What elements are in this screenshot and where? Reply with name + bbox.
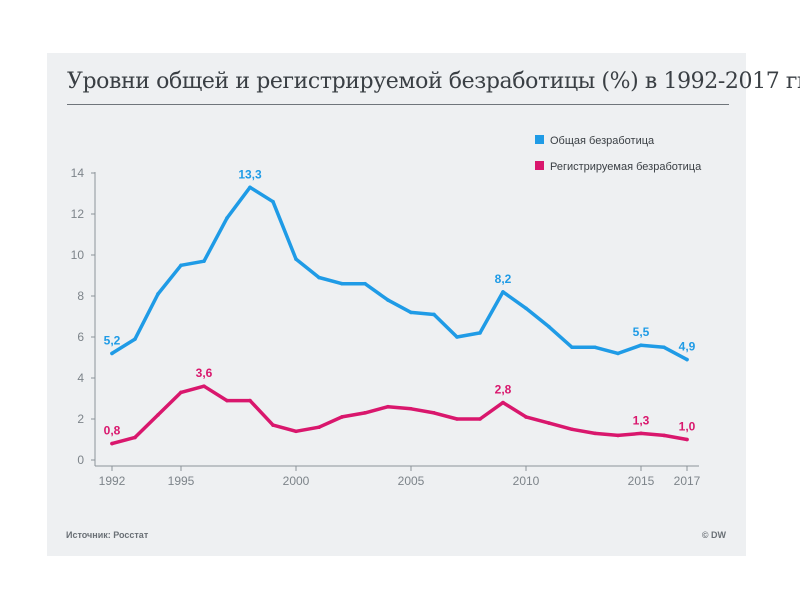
series-point-1 <box>593 431 597 436</box>
data-label: 0,8 <box>104 424 121 438</box>
x-tick-label: 2005 <box>398 474 425 488</box>
title-divider <box>67 104 729 105</box>
series-point-1 <box>110 441 114 446</box>
series-point-0 <box>133 337 137 341</box>
chart-title: Уровни общей и регистрируемой безработиц… <box>67 69 800 94</box>
data-label: 13,3 <box>238 167 262 181</box>
series-point-0 <box>570 345 574 350</box>
series-point-0 <box>225 216 229 220</box>
y-tick-label: 14 <box>71 166 85 180</box>
series-point-1 <box>248 398 252 403</box>
data-label: 8,2 <box>495 272 512 286</box>
legend-label-1: Регистрируемая безработица <box>550 161 702 173</box>
series-point-1 <box>662 433 666 438</box>
series-point-0 <box>248 185 252 190</box>
series-point-1 <box>455 417 459 421</box>
x-tick-label: 1995 <box>168 474 195 488</box>
series-point-0 <box>271 199 275 204</box>
series-point-0 <box>110 351 114 356</box>
data-label: 1,3 <box>633 413 650 427</box>
series-point-1 <box>340 415 344 419</box>
series-point-0 <box>501 290 505 294</box>
series-point-1 <box>409 406 413 411</box>
series-point-0 <box>202 259 206 263</box>
data-label: 5,5 <box>633 325 650 339</box>
series-point-0 <box>432 312 436 317</box>
data-label: 1,0 <box>679 420 696 434</box>
series-point-1 <box>317 425 321 430</box>
x-tick-label: 2017 <box>674 474 701 488</box>
x-tick-label: 2015 <box>628 474 655 488</box>
series-point-1 <box>616 433 620 438</box>
series-point-1 <box>570 427 574 432</box>
line-chart: 0 2 4 6 8 10 12 14 1992 1995 2000 2005 2010 2015 2017 5… <box>71 135 702 488</box>
series-point-0 <box>478 331 482 335</box>
series-point-1 <box>547 421 551 425</box>
series-point-0 <box>639 343 643 348</box>
legend-swatch-1 <box>535 161 544 170</box>
series-point-1 <box>363 411 367 415</box>
series-point-0 <box>317 275 321 280</box>
legend-label-0: Общая безработица <box>550 135 655 147</box>
series-point-0 <box>409 310 413 315</box>
series-point-1 <box>685 437 689 442</box>
y-tick-label: 4 <box>77 371 84 385</box>
legend-swatch-0 <box>535 135 544 144</box>
chart-card: Уровни общей и регистрируемой безработиц… <box>47 53 800 556</box>
series-line-0 <box>110 185 689 362</box>
x-tick-label: 1992 <box>99 474 126 488</box>
data-label: 4,9 <box>679 340 696 354</box>
y-tick-label: 8 <box>77 289 84 303</box>
y-tick-label: 6 <box>77 330 84 344</box>
series-point-0 <box>340 281 344 286</box>
series-point-0 <box>386 298 390 302</box>
y-tick-label: 10 <box>71 248 85 262</box>
series-point-0 <box>455 335 459 339</box>
series-point-1 <box>478 417 482 421</box>
series-point-1 <box>294 429 298 434</box>
series-line-1 <box>110 384 689 446</box>
series-point-1 <box>179 390 183 395</box>
series-point-0 <box>662 345 666 350</box>
series-point-1 <box>386 404 390 409</box>
y-tick-label: 0 <box>77 453 84 467</box>
source-note: Источник: Росстат <box>66 530 149 540</box>
y-tick-label: 12 <box>71 207 85 221</box>
series-point-1 <box>156 413 160 417</box>
series-point-0 <box>179 263 183 268</box>
series-point-1 <box>639 431 643 436</box>
data-label: 2,8 <box>495 383 512 397</box>
series-point-0 <box>593 345 597 350</box>
data-label: 3,6 <box>196 366 213 380</box>
series-point-1 <box>225 398 229 403</box>
y-tick-label: 2 <box>77 412 84 426</box>
series-point-0 <box>363 281 367 286</box>
series-point-0 <box>685 357 689 362</box>
series-point-1 <box>202 384 206 389</box>
x-tick-label: 2010 <box>513 474 540 488</box>
series-point-0 <box>547 324 551 329</box>
series-point-1 <box>524 415 528 419</box>
series-point-0 <box>294 257 298 261</box>
dw-credit: © DW <box>701 530 726 540</box>
series-point-1 <box>271 423 275 427</box>
data-label: 5,2 <box>104 333 121 347</box>
x-tick-label: 2000 <box>283 474 310 488</box>
series-point-0 <box>156 292 160 296</box>
series-point-1 <box>501 400 505 405</box>
series-point-0 <box>616 351 620 356</box>
series-point-0 <box>524 306 528 311</box>
series-point-1 <box>432 411 436 415</box>
series-point-1 <box>133 435 137 440</box>
